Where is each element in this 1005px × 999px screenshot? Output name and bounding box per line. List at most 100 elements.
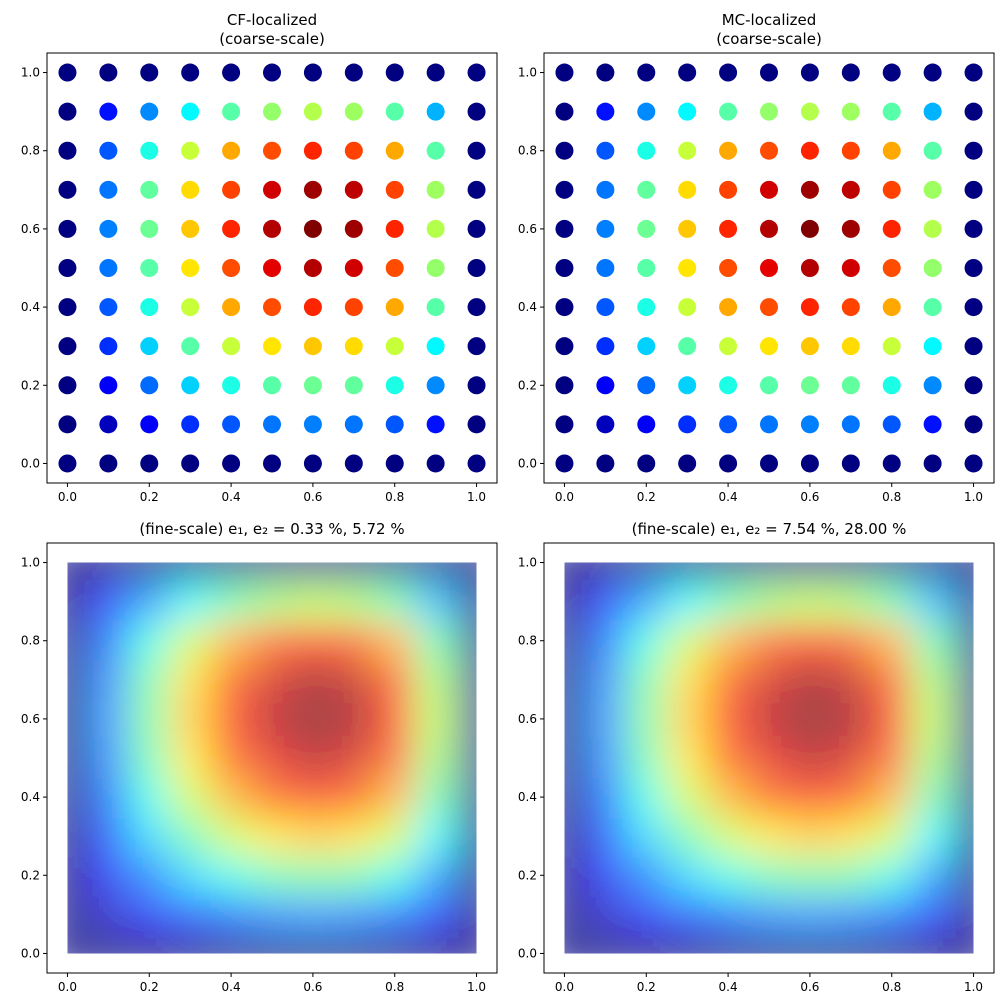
scatter-point [841,298,860,317]
scatter-point [303,63,322,82]
heatmap-cell [333,582,375,622]
scatter-point [385,337,404,356]
scatter-point [719,180,738,199]
scatter-point [800,102,819,121]
scatter-point [923,102,942,121]
scatter-point [303,454,322,473]
heatmap-cell [625,562,668,583]
scatter-point [426,180,445,199]
heatmap-cell [128,738,171,779]
scatter-point [882,180,901,199]
x-tick-label: 0.8 [882,980,901,994]
heatmap-cell [625,777,668,818]
heatmap-cell [251,738,293,779]
heatmap-cell [953,562,974,583]
heatmap-cell [333,816,375,857]
heatmap-cell [830,933,872,954]
heatmap-cell [67,933,89,954]
scatter-point [555,180,574,199]
scatter-point [760,376,778,395]
scatter-point [719,415,738,434]
scatter-point [344,141,363,160]
y-tick-label: 0.2 [21,868,40,882]
heatmap-cell [707,933,750,954]
heatmap-cell [210,855,253,896]
scatter-point [678,337,697,356]
scatter-point [385,376,404,395]
heatmap-cell [415,660,457,700]
scatter-point [637,180,656,199]
heatmap-cell [748,582,790,622]
heatmap-cell [912,777,954,818]
scatter-point [181,219,200,238]
scatter-point [99,337,118,356]
heatmap-cell [374,933,416,954]
y-tick-label: 0.4 [518,790,537,804]
scatter-point [263,180,281,199]
heatmap-cell [67,894,89,935]
scatter-point [181,376,200,395]
scatter-point [555,102,574,121]
heatmap-cell [210,816,253,857]
scatter-point [99,102,118,121]
scatter-point [426,141,445,160]
scatter-point [596,141,615,160]
scatter-point [58,63,77,82]
heatmap-cell [374,660,416,700]
heatmap-cell [292,582,334,622]
scatter-point [882,454,901,473]
heatmap-cell [912,894,954,935]
scatter-point [385,454,404,473]
scatter-point [344,259,363,277]
scatter-point [181,298,200,317]
scatter-point [596,63,615,82]
heatmap-cell [67,582,89,622]
scatter-point [760,102,778,121]
scatter-point [841,63,860,82]
scatter-point [841,415,860,434]
heatmap-cell [953,582,974,622]
scatter-point [263,376,281,395]
heatmap-cell [871,738,913,779]
heatmap-cell [748,933,790,954]
scatter-point [385,141,404,160]
scatter-point [923,415,942,434]
scatter-point [467,219,486,238]
heatmap-cell [748,894,790,935]
heatmap-cell [666,894,709,935]
scatter-point [637,141,656,160]
heatmap-cell [584,738,627,779]
heatmap-cell [374,562,416,583]
heatmap-cell [666,816,709,857]
scatter-point [467,63,486,82]
heatmap-cell [128,621,171,661]
heatmap-cell [415,894,457,935]
scatter-point [555,219,574,238]
scatter-point [181,454,200,473]
scatter-point [99,415,118,434]
heatmap-cell [210,777,253,818]
scatter-point [181,180,200,199]
scatter-point [760,259,778,277]
scatter-point [800,337,819,356]
scatter-point [99,219,118,238]
heatmap-cell [87,777,130,818]
scatter-point [263,141,281,160]
scatter-point [760,63,778,82]
heatmap-cell [169,660,212,700]
heatmap-cell [456,699,477,739]
heatmap-cell [87,816,130,857]
scatter-point [385,219,404,238]
heatmap-cell [87,855,130,896]
heatmap-cell [169,699,212,739]
scatter-point [99,141,118,160]
heatmap-cell [415,816,457,857]
scatter-point [467,141,486,160]
heatmap-cell [333,660,375,700]
scatter-point [467,259,486,277]
heatmap-cell [374,699,416,739]
scatter-point [426,337,445,356]
scatter-point [719,454,738,473]
heatmap-cell [128,660,171,700]
scatter-point [841,376,860,395]
